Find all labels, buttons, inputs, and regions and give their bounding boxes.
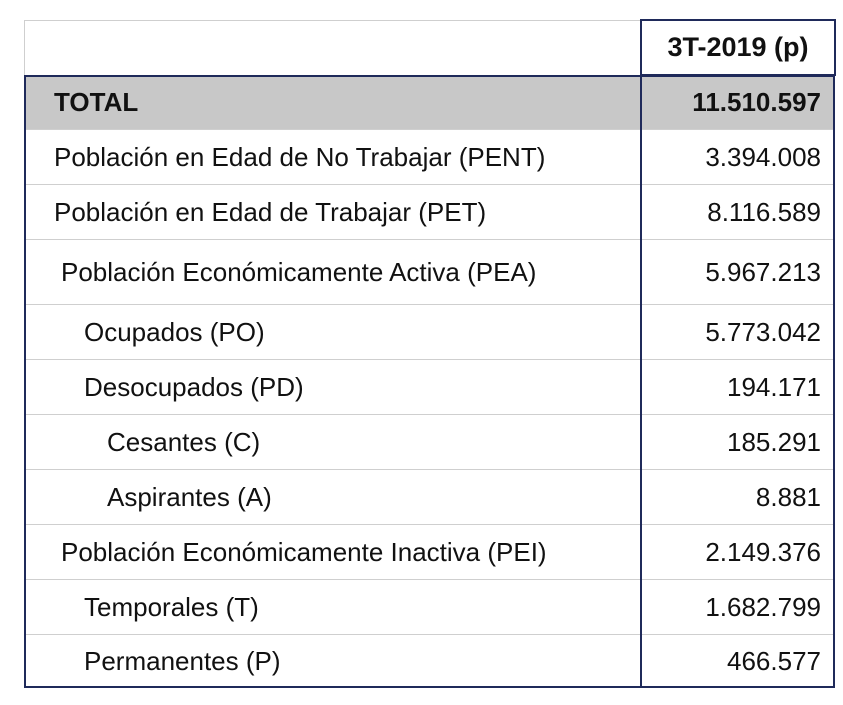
row-value: 466.577 (641, 635, 835, 688)
row-label: Aspirantes (A) (24, 470, 641, 525)
row-label: Población en Edad de No Trabajar (PENT) (24, 130, 641, 185)
row-label: Población en Edad de Trabajar (PET) (24, 185, 641, 240)
row-value: 11.510.597 (641, 75, 835, 130)
row-value: 8.116.589 (641, 185, 835, 240)
header-cell (24, 20, 642, 76)
row-value: 185.291 (641, 415, 835, 470)
column-divider (640, 75, 642, 688)
row-label: Ocupados (PO) (24, 305, 641, 360)
header-cell: 3T-2019 (p) (640, 19, 836, 76)
row-value: 3.394.008 (641, 130, 835, 185)
row-label: Desocupados (PD) (24, 360, 641, 415)
row-label: Población Económicamente Inactiva (PEI) (24, 525, 641, 580)
row-value: 5.773.042 (641, 305, 835, 360)
row-value: 194.171 (641, 360, 835, 415)
row-value: 8.881 (641, 470, 835, 525)
row-value: 5.967.213 (641, 240, 835, 305)
row-value: 1.682.799 (641, 580, 835, 635)
row-label: Población Económicamente Activa (PEA) (24, 240, 641, 305)
row-label: Cesantes (C) (24, 415, 641, 470)
row-label: Permanentes (P) (24, 635, 641, 688)
row-value: 2.149.376 (641, 525, 835, 580)
row-label: TOTAL (24, 75, 641, 130)
row-label: Temporales (T) (24, 580, 641, 635)
